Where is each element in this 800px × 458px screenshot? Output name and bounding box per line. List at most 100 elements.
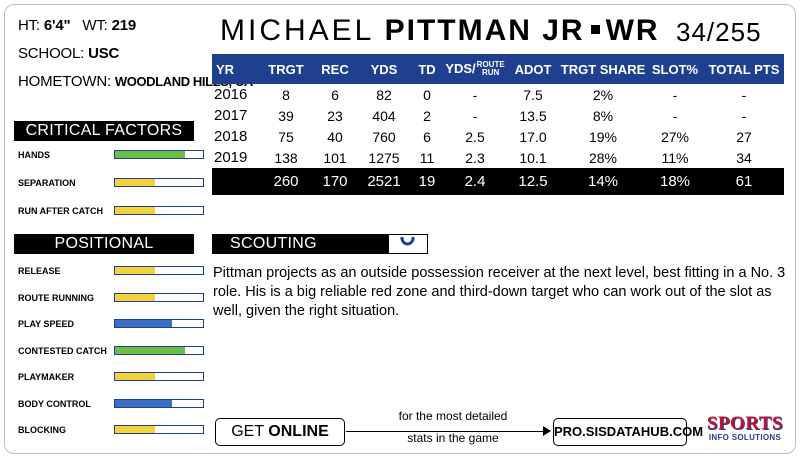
stats-cell: 2.5: [465, 128, 485, 145]
stats-cell: -: [672, 107, 678, 124]
stats-cell: 19%: [588, 128, 618, 145]
stats-cell: -: [472, 107, 478, 124]
stats-cell: 101: [323, 149, 347, 166]
stats-cell: 1275: [368, 149, 400, 166]
factor-rating-fill: [115, 179, 155, 186]
stats-total-cell: 2.4: [444, 168, 506, 195]
factor-label: BODY CONTROL: [18, 398, 91, 409]
factor-rating-bar: [114, 345, 204, 355]
height-label: HT:: [18, 17, 40, 34]
logo-line2: INFO SOLUTIONS: [708, 433, 782, 442]
arrow-right-icon: [543, 426, 551, 436]
tagline-line2: stats in the game: [407, 431, 499, 445]
stats-cell: 27: [736, 128, 752, 145]
positional-factor-row: CONTESTED CATCH: [18, 344, 204, 364]
factor-rating-bar: [114, 266, 204, 275]
factor-rating-fill: [115, 399, 173, 407]
horseshoe-icon: [400, 237, 415, 246]
factor-rating-fill: [115, 267, 155, 274]
factor-label: HANDS: [18, 150, 51, 160]
stats-row: 2016 8 6 82 0 - 7.5 2% - -: [212, 84, 784, 105]
factor-rating-fill: [115, 207, 155, 214]
stats-totals-row: 260 170 2521 19 2.4 12.5 14% 18% 61: [212, 168, 784, 195]
player-title: MICHAEL PITTMAN JR WR: [220, 14, 660, 48]
scouting-report-text: Pittman projects as an outside possessio…: [213, 265, 786, 319]
school-label: SCHOOL:: [18, 45, 85, 62]
stats-cell: 40: [327, 128, 343, 145]
col-trgt-share: TRGT SHARE: [560, 54, 646, 84]
positional-factor-row: PLAY SPEED: [18, 317, 204, 337]
stats-cell: 2: [423, 107, 431, 124]
stats-cell: 2018: [214, 128, 248, 145]
stats-table: YR TRGT REC YDS TD YDS/ROUTE RUN ADOT TRG…: [212, 54, 784, 195]
stats-cell: 760: [372, 128, 396, 145]
factor-rating-bar: [114, 398, 204, 408]
col-trgt: TRGT: [260, 54, 312, 84]
factor-rating-fill: [115, 426, 155, 433]
positional-factor-row: ROUTE RUNNING: [18, 291, 204, 311]
tagline-line1: for the most detailed: [398, 409, 508, 423]
stats-cell: 82: [376, 86, 392, 103]
stats-total-cell: 170: [312, 168, 358, 195]
positional-factor-row: BODY CONTROL: [18, 397, 204, 417]
stats-cell: 2019: [214, 149, 248, 166]
col-yds-route-sub2: RUN: [482, 68, 500, 78]
stats-cell: 34: [736, 149, 752, 166]
player-last-name: PITTMAN JR: [384, 14, 585, 47]
stats-cell: 0: [423, 86, 431, 103]
col-adot: ADOT: [506, 54, 560, 84]
stats-total-cell: 61: [704, 168, 784, 195]
stats-cell: 2016: [214, 86, 248, 103]
scouting-report-header: SCOUTING REPORT: [212, 234, 388, 272]
positional-factor-row: PLAYMAKER: [18, 370, 204, 390]
stats-cell: 7.5: [523, 86, 543, 103]
stats-cell: 2017: [214, 107, 248, 124]
stats-cell: -: [672, 86, 678, 103]
factor-label: RUN AFTER CATCH: [18, 206, 103, 216]
col-td: TD: [410, 54, 444, 84]
factor-label: SEPARATION: [18, 178, 76, 188]
stats-cell: 6: [331, 86, 339, 103]
get-online-button[interactable]: GET ONLINE: [215, 418, 345, 446]
site-link[interactable]: PRO.SISDATAHUB.COM: [553, 418, 703, 446]
stats-cell: 404: [372, 107, 396, 124]
factor-rating-fill: [115, 293, 155, 301]
col-yds-route-sub: ROUTE RUN: [477, 61, 505, 77]
stats-cell: 39: [278, 107, 294, 124]
stats-cell: 23: [327, 107, 343, 124]
stats-cell: -: [741, 107, 747, 124]
stats-body: 2016 8 6 82 0-7.5 2% - -2017 39 23 404 2-13.5 8% - -20…: [212, 84, 784, 195]
stats-total-cell: [212, 168, 260, 195]
bio-height-weight: HT: 6'4" WT: 219: [18, 17, 136, 34]
factor-rating-bar: [114, 292, 204, 302]
factor-rating-bar: [114, 178, 204, 187]
factor-label: PLAYMAKER: [18, 372, 75, 382]
stats-cell: 8: [282, 86, 290, 103]
col-yr: YR: [212, 54, 260, 84]
critical-factor-row: RUN AFTER CATCH: [18, 204, 204, 224]
col-yds-route-main: YDS/: [445, 60, 476, 76]
factor-label: BLOCKING: [18, 425, 66, 435]
factor-rating-bar: [114, 319, 204, 328]
factor-label: RELEASE: [18, 266, 61, 276]
title-separator: [590, 25, 600, 35]
factor-rating-bar: [114, 206, 204, 215]
get-label: GET: [231, 423, 264, 440]
critical-factors-header: CRITICAL FACTORS: [14, 121, 194, 141]
critical-factor-row: SEPARATION: [18, 176, 204, 196]
player-rank: 34/255: [676, 17, 762, 47]
arrow-line: [346, 431, 549, 432]
stats-cell: 6: [423, 128, 431, 145]
footer-tagline: for the most detailed stats in the game: [378, 409, 528, 446]
weight-value: 219: [111, 17, 137, 34]
stats-cell: -: [741, 86, 747, 103]
col-yds-route: YDS/ROUTE RUN: [444, 54, 506, 84]
stats-total-cell: 19: [410, 168, 444, 195]
player-first-name: MICHAEL: [220, 14, 374, 47]
factor-rating-fill: [115, 151, 186, 158]
stats-cell: 28%: [588, 149, 618, 166]
stats-row: 2019 138 101 1275 11 2.3 10.1 28% 11% 34: [212, 147, 784, 168]
factor-label: ROUTE RUNNING: [18, 292, 94, 303]
factor-rating-bar: [114, 425, 204, 434]
stats-cell: 75: [278, 128, 294, 145]
